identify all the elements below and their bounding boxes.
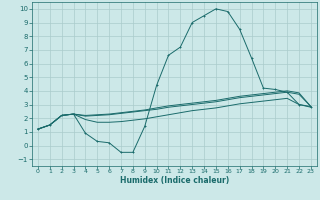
X-axis label: Humidex (Indice chaleur): Humidex (Indice chaleur)	[120, 176, 229, 185]
